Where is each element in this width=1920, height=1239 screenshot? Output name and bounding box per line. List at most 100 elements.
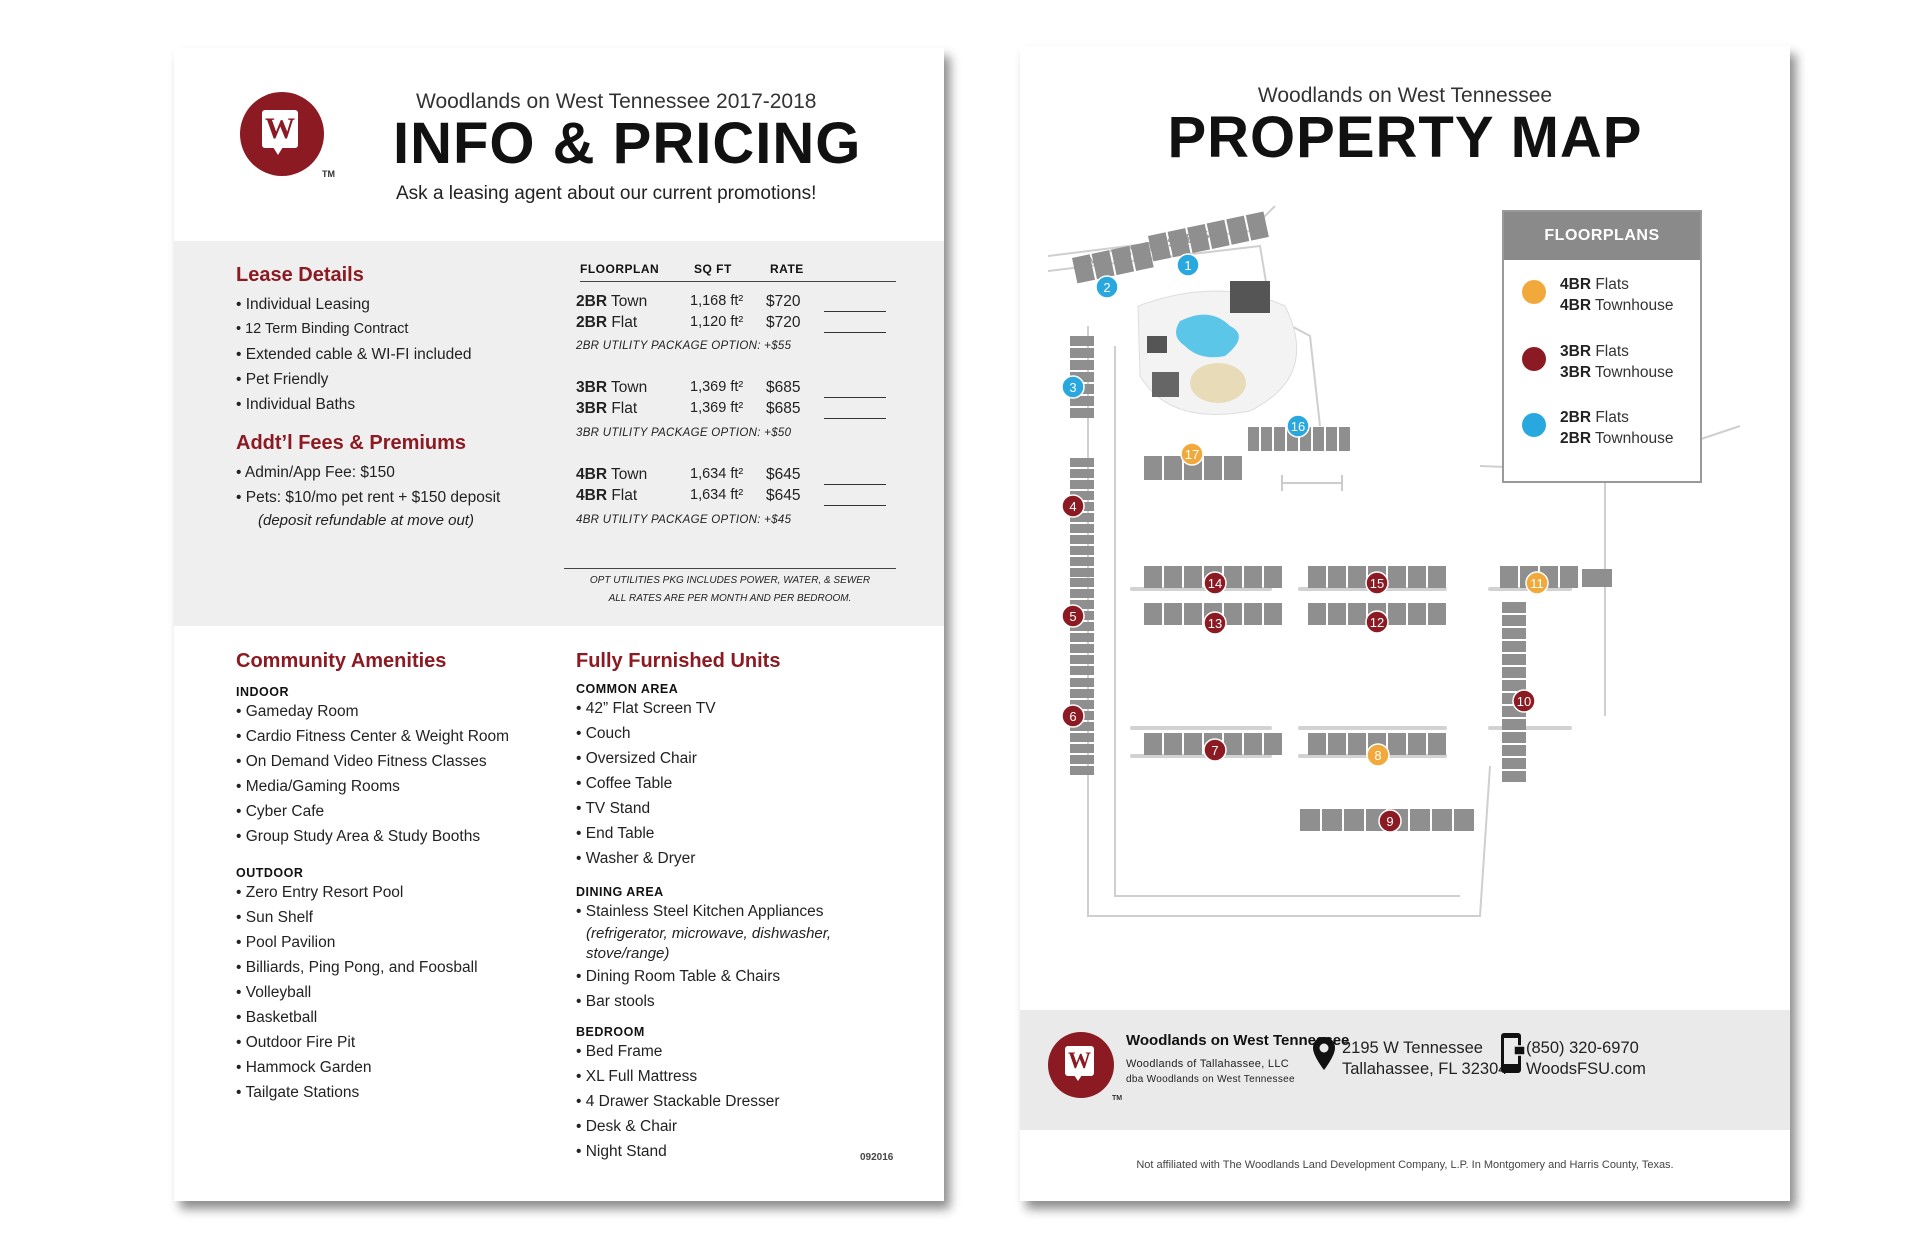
- building-unit: [1144, 603, 1162, 625]
- list-item: Media/Gaming Rooms: [236, 774, 509, 799]
- building-unit: [1070, 491, 1094, 500]
- indoor-label: INDOOR: [236, 685, 289, 699]
- building-unit: [1184, 733, 1202, 755]
- building-unit: [1070, 557, 1094, 566]
- list-item: Oversized Chair: [576, 746, 716, 771]
- dining-list-2: Dining Room Table & Chairs Bar stools: [576, 964, 780, 1014]
- bedroom-label: BEDROOM: [576, 1025, 645, 1039]
- list-item: 42” Flat Screen TV: [576, 696, 716, 721]
- building-marker-13: 13: [1203, 611, 1227, 635]
- building-unit: [1070, 578, 1094, 587]
- promo-tagline: Ask a leasing agent about our current pr…: [396, 183, 817, 204]
- price-row: 2BR Flat: [576, 314, 638, 331]
- building-unit: [1410, 809, 1430, 831]
- pavilion: [1230, 281, 1270, 313]
- fees-heading: Addt’l Fees & Premiums: [236, 432, 467, 454]
- common-area-list: 42” Flat Screen TV Couch Oversized Chair…: [576, 696, 716, 871]
- building-unit: [1130, 241, 1154, 271]
- building-unit: [1408, 603, 1426, 625]
- building-marker-11: 11: [1525, 571, 1549, 595]
- floorplans-legend: FLOORPLANS 4BR Flats 4BR Townhouse 3BR Fl…: [1502, 210, 1702, 483]
- building-unit: [1072, 254, 1096, 284]
- building-unit: [1070, 744, 1094, 753]
- outdoor-label: OUTDOOR: [236, 866, 304, 880]
- dumbbell-feature: [1281, 475, 1343, 491]
- list-item: Individual Leasing: [236, 292, 471, 317]
- building-unit: [1070, 655, 1094, 664]
- building-unit: [1070, 689, 1094, 698]
- property-map: W. TENNESSEE ST. 12345678910111213141516…: [1047, 205, 1741, 917]
- list-item: Billiards, Ping Pong, and Foosball: [236, 955, 478, 980]
- property-map-sheet: Woodlands on West Tennessee PROPERTY MAP…: [1020, 46, 1790, 1201]
- map-title: PROPERTY MAP: [1167, 105, 1643, 170]
- marker-label: 6: [1069, 709, 1076, 724]
- list-item: 12 Term Binding Contract: [236, 317, 471, 342]
- building-unit: [1164, 566, 1182, 588]
- building-unit: [1313, 427, 1324, 451]
- utility-option: 3BR UTILITY PACKAGE OPTION: +$50: [576, 427, 792, 439]
- building: [1308, 733, 1446, 755]
- marker-label: 2: [1103, 280, 1110, 295]
- list-item: Basketball: [236, 1005, 478, 1030]
- building-unit: [1070, 622, 1094, 631]
- building-unit: [1328, 733, 1346, 755]
- list-item: Admin/App Fee: $150: [236, 460, 500, 485]
- building-unit: [1070, 755, 1094, 764]
- list-item: Desk & Chair: [576, 1114, 780, 1139]
- building-unit: [1339, 427, 1350, 451]
- building-unit: [1245, 211, 1269, 241]
- sheet-title: INFO & PRICING: [393, 111, 862, 176]
- marker-label: 7: [1211, 743, 1218, 758]
- building-unit: [1187, 223, 1211, 254]
- list-item: Pet Friendly: [236, 367, 471, 392]
- common-area-label: COMMON AREA: [576, 682, 679, 696]
- bedroom-list: Bed Frame XL Full Mattress 4 Drawer Stac…: [576, 1039, 780, 1164]
- building-unit: [1244, 733, 1262, 755]
- list-item: Washer & Dryer: [576, 846, 716, 871]
- building-unit: [1204, 456, 1222, 480]
- building-marker-8: 8: [1366, 743, 1390, 767]
- list-item: Sun Shelf: [236, 905, 478, 930]
- building-unit: [1502, 680, 1526, 691]
- list-item: Individual Baths: [236, 392, 471, 417]
- building-unit: [1070, 568, 1094, 577]
- footer-name: Woodlands on West Tennessee: [1126, 1032, 1350, 1049]
- building-unit: [1070, 458, 1094, 467]
- building-unit: [1144, 733, 1162, 755]
- building-unit: [1070, 372, 1094, 382]
- logo-letter: W: [1068, 1048, 1091, 1073]
- building-unit: [1224, 733, 1242, 755]
- building-unit: [1148, 232, 1172, 262]
- marker-label: 10: [1517, 694, 1531, 709]
- price-row: 2BR Town: [576, 293, 648, 310]
- building-marker-3: 3: [1061, 375, 1085, 399]
- list-item: Dining Room Table & Chairs: [576, 964, 780, 989]
- marker-label: 13: [1208, 616, 1222, 631]
- building-unit: [1070, 589, 1094, 598]
- building-unit: [1070, 546, 1094, 555]
- list-item: End Table: [576, 821, 716, 846]
- header-rule: [580, 281, 896, 282]
- list-item: Couch: [576, 721, 716, 746]
- building: [1072, 241, 1154, 284]
- volleyball-court: [1190, 363, 1246, 403]
- marker-label: 17: [1185, 447, 1199, 462]
- building-unit: [1070, 700, 1094, 709]
- building-unit: [1432, 809, 1452, 831]
- building-unit: [1308, 733, 1326, 755]
- building-unit: [1287, 427, 1298, 451]
- list-item: Coffee Table: [576, 771, 716, 796]
- list-item: Bar stools: [576, 989, 780, 1014]
- building-marker-4: 4: [1061, 494, 1085, 518]
- building-marker-17: 17: [1180, 442, 1204, 466]
- marker-label: 5: [1069, 609, 1076, 624]
- building-unit: [1454, 809, 1474, 831]
- building-marker-15: 15: [1365, 571, 1389, 595]
- building-unit: [1164, 456, 1182, 480]
- building-unit: [1070, 360, 1094, 370]
- building-unit: [1261, 427, 1272, 451]
- trademark: TM: [322, 169, 335, 179]
- building-unit: [1348, 733, 1366, 755]
- list-item: Hammock Garden: [236, 1055, 478, 1080]
- building-unit: [1388, 603, 1406, 625]
